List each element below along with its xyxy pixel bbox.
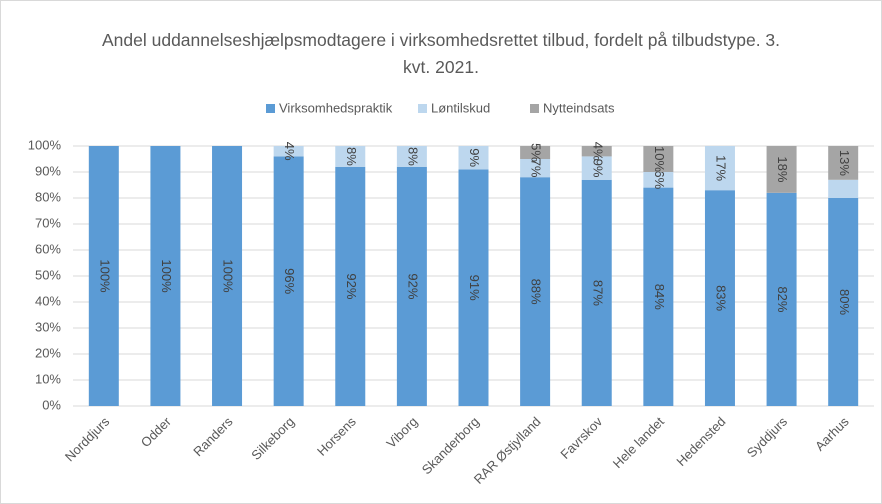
data-label: 84% bbox=[652, 284, 667, 310]
bar-segment bbox=[581, 146, 612, 157]
data-label: 82% bbox=[775, 286, 790, 312]
bar-segment bbox=[643, 172, 674, 188]
data-label: 88% bbox=[529, 279, 544, 305]
data-label: 96% bbox=[282, 268, 297, 294]
legend-label: Nytteindsats bbox=[543, 100, 615, 115]
y-tick-label: 40% bbox=[35, 293, 61, 308]
data-label: 13% bbox=[837, 150, 852, 176]
bar-segment bbox=[273, 156, 304, 406]
data-label: 18% bbox=[775, 156, 790, 182]
x-tick-label: Viborg bbox=[383, 414, 420, 451]
y-tick-label: 60% bbox=[35, 241, 61, 256]
bar-segment bbox=[458, 146, 489, 170]
y-tick-label: 0% bbox=[42, 397, 61, 412]
x-tick-label: Skanderborg bbox=[419, 414, 482, 477]
data-label: 92% bbox=[405, 273, 420, 299]
y-tick-label: 10% bbox=[35, 371, 61, 386]
bar-segment bbox=[828, 146, 859, 180]
x-tick-label: Favrskov bbox=[557, 414, 605, 462]
x-tick-label: Silkeborg bbox=[248, 414, 297, 463]
data-label: 4% bbox=[282, 142, 297, 161]
legend-label: Løntilskud bbox=[431, 100, 490, 115]
data-label: 100% bbox=[159, 259, 174, 293]
bar-segment bbox=[212, 146, 243, 406]
x-tick-label: Syddjurs bbox=[744, 414, 791, 461]
y-tick-label: 50% bbox=[35, 267, 61, 282]
data-label: 8% bbox=[405, 147, 420, 166]
chart-title: Andel uddannelseshjælpsmodtagere i virks… bbox=[101, 30, 781, 77]
bar-segment bbox=[704, 146, 735, 191]
bar-segment bbox=[335, 166, 366, 406]
data-label: 92% bbox=[344, 273, 359, 299]
x-tick-label: Hele landet bbox=[610, 414, 667, 471]
bar-segment bbox=[88, 146, 119, 406]
bar-segment bbox=[273, 146, 304, 157]
y-tick-label: 90% bbox=[35, 163, 61, 178]
data-label: 10% bbox=[652, 146, 667, 172]
data-label: 9% bbox=[590, 159, 605, 178]
bar-segment bbox=[520, 159, 551, 178]
data-label: 9% bbox=[467, 148, 482, 167]
bar-segment bbox=[458, 169, 489, 406]
data-label: 100% bbox=[97, 259, 112, 293]
bar-segment bbox=[643, 146, 674, 172]
bar-segment bbox=[581, 179, 612, 406]
bar-segment bbox=[396, 146, 427, 167]
bar-segment bbox=[150, 146, 181, 406]
bar-segment bbox=[766, 146, 797, 193]
data-label: 6% bbox=[652, 170, 667, 189]
bar-segment bbox=[581, 156, 612, 180]
bar-segment bbox=[335, 146, 366, 167]
data-label: 5% bbox=[529, 143, 544, 162]
y-tick-label: 30% bbox=[35, 319, 61, 334]
y-tick-label: 70% bbox=[35, 215, 61, 230]
x-tick-label: Randers bbox=[190, 414, 236, 460]
x-tick-label: Aarhus bbox=[812, 414, 852, 454]
bar-segment bbox=[520, 146, 551, 159]
bar-segment bbox=[643, 187, 674, 406]
bar-segment bbox=[766, 192, 797, 406]
data-label: 87% bbox=[590, 280, 605, 306]
y-tick-label: 20% bbox=[35, 345, 61, 360]
x-tick-label: Norddjurs bbox=[62, 414, 113, 465]
legend-label: Virksomhedspraktik bbox=[279, 100, 393, 115]
y-tick-label: 80% bbox=[35, 189, 61, 204]
data-label: 17% bbox=[714, 155, 729, 181]
legend-swatch bbox=[266, 104, 275, 113]
data-label: 100% bbox=[221, 259, 236, 293]
bar-segment bbox=[396, 166, 427, 406]
data-label: 83% bbox=[714, 285, 729, 311]
x-tick-label: Odder bbox=[138, 413, 175, 450]
x-tick-label: Horsens bbox=[314, 414, 359, 459]
data-label: 7% bbox=[529, 159, 544, 178]
bar-segment bbox=[520, 177, 551, 406]
legend-swatch bbox=[418, 104, 427, 113]
x-tick-label: Hedensted bbox=[673, 414, 728, 469]
y-tick-label: 100% bbox=[28, 137, 62, 152]
legend-swatch bbox=[530, 104, 539, 113]
bar-segment bbox=[828, 179, 859, 198]
data-label: 4% bbox=[590, 142, 605, 161]
data-label: 80% bbox=[837, 289, 852, 315]
data-label: 91% bbox=[467, 275, 482, 301]
bar-segment bbox=[828, 198, 859, 406]
data-label: 8% bbox=[344, 147, 359, 166]
bar-segment bbox=[704, 190, 735, 406]
